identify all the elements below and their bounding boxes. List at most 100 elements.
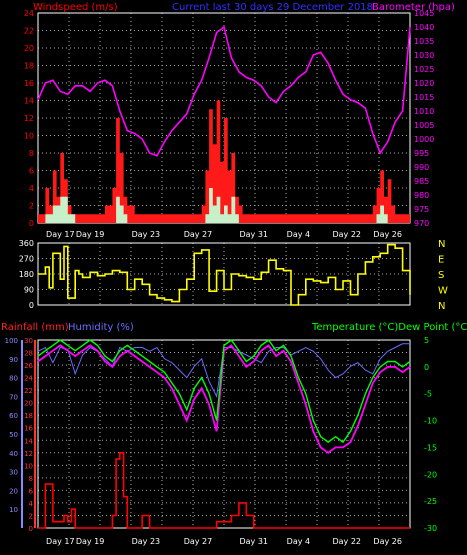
direction-tick-label: 90 <box>24 286 34 295</box>
rainfall-tick-label: 8 <box>29 475 33 483</box>
climate-panel-x-tick-label: Day 4 <box>287 537 310 546</box>
barometer-tick-label: 1025 <box>414 65 434 74</box>
rainfall-axis-label: Rainfall (mm) <box>1 322 69 333</box>
barometer-tick-label: 1030 <box>414 51 434 60</box>
barometer-tick-label: 1045 <box>414 9 434 18</box>
climate-panel-x-tick-label: Day 19 <box>76 537 105 546</box>
barometer-tick-label: 1000 <box>414 135 434 144</box>
windspeed-tick-label: 12 <box>24 114 34 123</box>
compass-label: W <box>438 286 448 297</box>
temperature-tick-label: -30 <box>424 524 437 533</box>
climate-panel-x-tick-label: Day 22 <box>332 537 361 546</box>
compass-label: N <box>438 239 445 250</box>
rainfall-tick-label: 2 <box>29 512 33 520</box>
windspeed-tick-label: 24 <box>24 9 34 18</box>
windspeed-tick-label: 8 <box>29 149 34 158</box>
humidity-tick-label: 30 <box>9 469 18 477</box>
climate-panel-x-tick-label: Day 31 <box>239 537 268 546</box>
windspeed-tick-label: 18 <box>24 62 34 71</box>
wind-panel-x-tick-label: Day 26 <box>373 230 402 239</box>
rainfall-tick-label: 30 <box>24 337 33 345</box>
wind-panel-x-tick-label: Day 4 <box>287 230 310 239</box>
wind-panel-x-tick-label: Day 23 <box>132 230 161 239</box>
rainfall-tick-label: 12 <box>24 450 33 458</box>
humidity-tick-label: 100 <box>5 337 18 345</box>
rainfall-tick-label: 14 <box>24 437 33 445</box>
climate-panel-x-tick-label: Day 27 <box>184 537 213 546</box>
compass-label: E <box>438 255 444 266</box>
rainfall-tick-label: 28 <box>24 350 33 358</box>
temperature-tick-label: 5 <box>424 336 429 345</box>
barometer-tick-label: 990 <box>414 163 429 172</box>
barometer-tick-label: 980 <box>414 191 429 200</box>
direction-tick-label: 360 <box>19 239 34 248</box>
windspeed-tick-label: 22 <box>24 27 34 36</box>
rainfall-tick-label: 16 <box>24 425 33 433</box>
rainfall-tick-label: 10 <box>24 462 33 470</box>
compass-label: N <box>438 301 445 312</box>
direction-tick-label: 270 <box>19 255 34 264</box>
direction-tick-label: 180 <box>19 270 34 279</box>
humidity-tick-label: 40 <box>9 450 18 458</box>
rainfall-tick-label: 6 <box>29 487 34 495</box>
barometer-tick-label: 975 <box>414 205 429 214</box>
barometer-tick-label: 1010 <box>414 107 434 116</box>
barometer-tick-label: 1040 <box>414 23 434 32</box>
barometer-line <box>37 25 411 157</box>
humidity-tick-label: 70 <box>9 393 18 401</box>
barometer-tick-label: 1035 <box>414 37 434 46</box>
humidity-tick-label: 10 <box>9 506 18 514</box>
climate-panel-x-tick-label: Day 26 <box>373 537 402 546</box>
direction-tick-label: 0 <box>29 301 34 310</box>
temperature-tick-label: -25 <box>424 497 437 506</box>
temperature-tick-label: -10 <box>424 417 437 426</box>
climate-panel-frame <box>37 339 411 529</box>
windspeed-tick-label: 2 <box>29 202 34 211</box>
rainfall-tick-label: 18 <box>24 412 33 420</box>
wind-panel-x-tick-label: Day 31 <box>239 230 268 239</box>
wind-panel-x-tick-label: Day 17 <box>46 230 75 239</box>
rainfall-tick-label: 0 <box>29 525 33 533</box>
humidity-tick-label: 20 <box>9 487 18 495</box>
rainfall-tick-label: 24 <box>24 375 33 383</box>
humidity-tick-label: 90 <box>9 356 18 364</box>
climate-panel-x-tick-label: Day 23 <box>132 537 161 546</box>
temperature-axis-label: Temperature (°C)Dew Point (°C) <box>311 322 467 333</box>
gust-area <box>38 100 410 223</box>
windspeed-tick-label: 20 <box>24 44 34 53</box>
temperature-line <box>37 339 411 444</box>
barometer-tick-label: 985 <box>414 177 429 186</box>
compass-label: S <box>438 270 444 281</box>
rainfall-tick-label: 20 <box>24 400 33 408</box>
windspeed-tick-label: 10 <box>24 132 34 141</box>
barometer-tick-label: 1015 <box>414 93 434 102</box>
climate-panel-x-tick-label: Day 17 <box>46 537 75 546</box>
barometer-tick-label: 970 <box>414 219 429 228</box>
humidity-tick-label: 60 <box>9 412 18 420</box>
rainfall-tick-label: 26 <box>24 362 33 370</box>
barometer-axis-label: Barometer (hpa) <box>372 2 455 13</box>
humidity-tick-label: 80 <box>9 375 18 383</box>
temperature-tick-label: -20 <box>424 470 437 479</box>
rainfall-line <box>38 452 410 529</box>
rainfall-tick-label: 4 <box>29 500 34 508</box>
wind-panel-x-tick-label: Day 19 <box>76 230 105 239</box>
humidity-axis-label: Humidity (%) <box>68 322 134 333</box>
humidity-tick-label: 50 <box>9 431 18 439</box>
barometer-tick-label: 995 <box>414 149 429 158</box>
windspeed-tick-label: 14 <box>24 97 34 106</box>
barometer-tick-label: 1020 <box>414 79 434 88</box>
temperature-tick-label: 0 <box>424 363 429 372</box>
barometer-tick-label: 1005 <box>414 121 434 130</box>
windspeed-tick-label: 6 <box>29 167 34 176</box>
average-wind-area <box>38 188 410 223</box>
windspeed-tick-label: 0 <box>29 219 34 228</box>
wind-panel-x-tick-label: Day 27 <box>184 230 213 239</box>
direction-line <box>38 243 411 306</box>
windspeed-tick-label: 16 <box>24 79 34 88</box>
windspeed-axis-label: Windspeed (m/s) <box>33 2 118 13</box>
wind-panel-x-tick-label: Day 22 <box>332 230 361 239</box>
windspeed-tick-label: 4 <box>29 184 34 193</box>
rainfall-tick-label: 22 <box>24 387 33 395</box>
